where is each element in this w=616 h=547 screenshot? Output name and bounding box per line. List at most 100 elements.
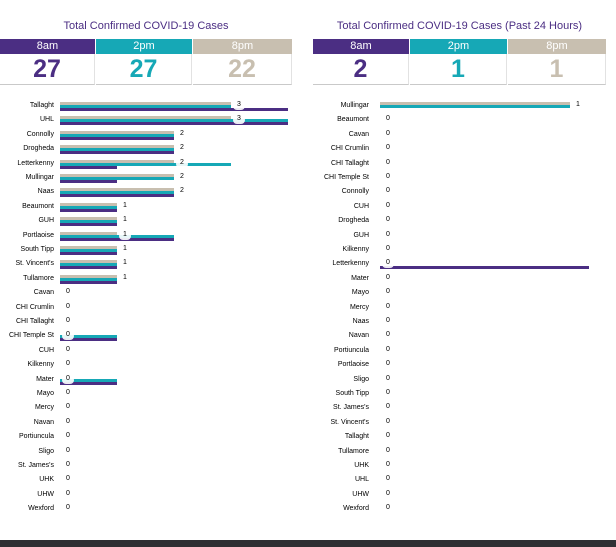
- hospital-label: Mercy: [349, 303, 369, 311]
- value-label: 0: [386, 273, 390, 281]
- hospital-label: Wexford: [28, 505, 54, 513]
- value-label: 0: [66, 475, 70, 483]
- value-label-bg: [176, 145, 188, 154]
- past-24h-bar-chart: Mullingar 1 Beaumont 0 Cavan 0 CHI Crumlin 0 CHI…: [313, 0, 606, 540]
- total-cases-title: Total Confirmed COVID-19 Cases: [63, 20, 229, 32]
- value-label-bg: [176, 159, 188, 168]
- total-2pm: 27: [96, 54, 192, 85]
- hospital-label: CHI Tallaght: [330, 159, 369, 167]
- hospital-label: Mater: [351, 274, 369, 282]
- hospital-label: Mater: [36, 375, 54, 383]
- value-label: 0: [66, 331, 70, 339]
- value-label: 0: [386, 115, 390, 123]
- value-label: 0: [386, 417, 390, 425]
- value-label: 0: [386, 173, 390, 180]
- value-label-bg: [119, 231, 131, 240]
- hospital-label: Portiuncula: [333, 346, 369, 354]
- bar-8am: [60, 165, 117, 169]
- value-label: 2: [180, 129, 184, 137]
- hospital-label: Drogheda: [338, 217, 369, 225]
- value-label: 1: [123, 259, 127, 267]
- value-label: 0: [66, 504, 70, 512]
- value-label: 0: [66, 446, 70, 454]
- header-8pm: 8pm: [508, 39, 606, 54]
- bar-8pm: [60, 274, 117, 278]
- value-label: 0: [386, 360, 390, 368]
- hospital-label: CUH: [353, 202, 369, 210]
- value-label: 0: [66, 417, 70, 425]
- bar-2pm: [60, 177, 174, 180]
- value-label: 2: [180, 187, 184, 195]
- value-label: 0: [386, 317, 390, 324]
- hospital-label: Letterkenny: [17, 159, 54, 167]
- hospital-label: CHI Temple St: [324, 174, 369, 181]
- hospital-label: Mayo: [36, 390, 54, 397]
- value-label: 0: [386, 144, 390, 152]
- value-label: 0: [386, 288, 390, 296]
- hospital-label: Tallaght: [29, 102, 54, 109]
- value-label: 1: [123, 245, 127, 252]
- hospital-label: UHL: [354, 476, 369, 484]
- value-label: 1: [123, 273, 127, 281]
- bar-8am: [60, 208, 117, 212]
- bar-8pm: [60, 231, 117, 235]
- hospital-label: Tallaght: [344, 433, 369, 441]
- value-label-bg: [382, 260, 394, 269]
- value-label-bg: [119, 217, 131, 226]
- hospital-label: Naas: [352, 318, 369, 325]
- value-label-bg: [233, 102, 245, 110]
- bar-8pm: [60, 260, 117, 264]
- hospital-label: Sligo: [353, 375, 369, 383]
- header-8pm: 8pm: [193, 39, 292, 54]
- past-24h-panel: Total Confirmed COVID-19 Cases (Past 24 …: [313, 0, 606, 540]
- bar-8pm: [60, 188, 174, 192]
- value-label: 0: [386, 259, 390, 267]
- value-label: 0: [66, 317, 70, 324]
- bar-2pm: [60, 249, 117, 252]
- value-label: 0: [386, 504, 390, 512]
- hospital-label: St. Vincent's: [15, 260, 54, 268]
- hospital-label: Mullingar: [25, 174, 54, 181]
- past-24h-title: Total Confirmed COVID-19 Cases (Past 24 …: [336, 20, 583, 32]
- bar-2pm: [60, 263, 117, 267]
- value-label: 0: [386, 245, 390, 252]
- hospital-label: UHL: [39, 116, 54, 124]
- total-2pm: 1: [410, 54, 507, 85]
- bar-8pm: [60, 116, 231, 120]
- value-label: 0: [66, 461, 70, 468]
- bar-2pm: [60, 205, 117, 209]
- hospital-label: Kilkenny: [27, 361, 54, 369]
- hospital-label: Cavan: [348, 130, 369, 138]
- bar-8am: [380, 266, 589, 270]
- value-label: 2: [180, 144, 184, 152]
- bar-8am: [60, 180, 117, 183]
- bar-8am: [60, 151, 174, 155]
- value-label-bg: [62, 332, 74, 341]
- footer-bar: [0, 540, 616, 547]
- hospital-label: Kilkenny: [342, 246, 369, 253]
- hospital-label: Connolly: [341, 188, 369, 196]
- bar-8pm: [60, 246, 117, 249]
- value-label: 0: [386, 389, 390, 396]
- value-label: 2: [180, 158, 184, 166]
- value-label: 0: [386, 201, 390, 209]
- bar-2pm: [60, 220, 117, 224]
- hospital-label: Letterkenny: [332, 260, 369, 268]
- value-label: 1: [123, 201, 127, 209]
- value-label: 0: [66, 360, 70, 368]
- hospital-label: Connolly: [26, 130, 54, 138]
- bar-2pm: [60, 148, 174, 152]
- value-label-bg: [572, 102, 584, 110]
- value-label-bg: [233, 116, 245, 125]
- bar-2pm: [60, 162, 231, 166]
- value-label: 0: [386, 230, 390, 238]
- total-8pm: 22: [193, 54, 292, 85]
- value-label: 0: [386, 374, 390, 382]
- bar-8am: [60, 108, 288, 111]
- hospital-label: Portlaoise: [337, 361, 369, 369]
- bar-8am: [60, 237, 174, 241]
- hospital-label: Navan: [33, 418, 54, 426]
- hospital-label: Mullingar: [340, 102, 369, 109]
- bar-2pm: [60, 234, 174, 238]
- hospital-label: Drogheda: [23, 145, 54, 153]
